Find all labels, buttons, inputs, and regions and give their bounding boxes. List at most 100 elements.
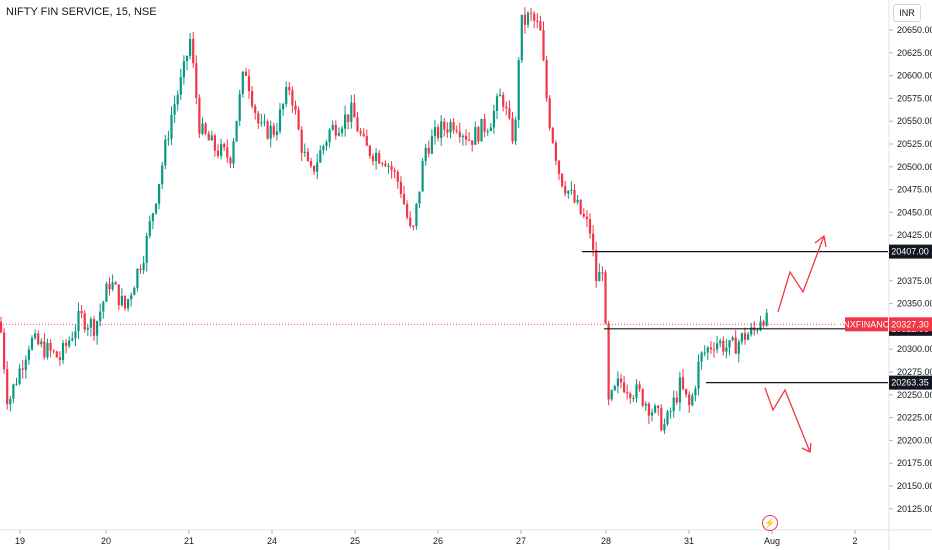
candle-body — [526, 12, 530, 25]
candle-body — [483, 118, 486, 132]
candle-body — [576, 199, 579, 203]
candle-body — [229, 157, 232, 164]
candle-body — [139, 268, 142, 271]
candle-body — [629, 393, 632, 399]
candles — [0, 7, 768, 435]
candle-body — [399, 181, 402, 195]
candle-body — [241, 71, 244, 94]
candle-body — [536, 20, 539, 22]
candle-body — [173, 104, 176, 115]
candle-body — [238, 93, 241, 121]
y-tick-label: 20500.00 — [897, 162, 932, 172]
x-tick-label: 28 — [601, 536, 611, 546]
candle-body — [570, 189, 573, 191]
candle-body — [666, 411, 669, 425]
candle-body — [396, 171, 399, 182]
y-tick-label: 20525.00 — [897, 139, 932, 149]
candle-body — [40, 341, 43, 345]
candle-body — [114, 282, 117, 285]
candle-body — [480, 118, 483, 142]
candle-body — [65, 343, 68, 346]
candle-body — [111, 282, 114, 290]
candle-body — [530, 12, 533, 14]
candle-body — [409, 217, 412, 226]
candle-body — [325, 142, 328, 147]
candle-body — [393, 170, 396, 172]
candle-body — [185, 55, 189, 62]
candle-body — [415, 203, 418, 227]
candle-body — [232, 141, 235, 164]
x-tick-label: 21 — [184, 536, 194, 546]
candle-body — [678, 377, 681, 403]
candle-body — [30, 337, 34, 350]
x-tick-label: 24 — [267, 536, 277, 546]
candle-body — [427, 147, 430, 154]
candle-body — [452, 122, 455, 131]
candle-body — [573, 189, 576, 203]
candle-body — [340, 128, 344, 133]
candle-body — [55, 351, 58, 358]
level-tag — [889, 375, 932, 390]
candle-body — [517, 60, 520, 120]
candle-body — [12, 384, 15, 399]
candle-body — [492, 111, 495, 128]
candle-body — [319, 150, 322, 163]
candle-body — [52, 350, 55, 352]
candle-body — [176, 94, 179, 105]
candle-body — [235, 120, 238, 142]
candle-body — [390, 165, 393, 171]
candle-body — [697, 361, 700, 389]
y-tick-label: 20375.00 — [897, 276, 932, 286]
candle-body — [371, 155, 375, 162]
candle-body — [737, 341, 740, 354]
x-tick-label: 20 — [101, 536, 111, 546]
candle-body — [520, 14, 523, 61]
candle-body — [263, 121, 266, 123]
candle-body — [226, 147, 229, 158]
candle-body — [539, 21, 542, 31]
candle-body — [300, 129, 303, 153]
candle-body — [68, 340, 71, 346]
candle-body — [762, 321, 765, 326]
candle-body — [750, 327, 753, 335]
candle-body — [557, 160, 561, 174]
candle-body — [158, 184, 161, 204]
candle-body — [179, 77, 182, 95]
candle-body — [254, 106, 257, 114]
candle-body — [334, 124, 337, 136]
candle-body — [709, 347, 712, 350]
candle-body — [387, 165, 390, 167]
candle-body — [375, 152, 378, 162]
y-tick-label: 20125.00 — [897, 504, 932, 514]
candle-body — [505, 106, 508, 109]
candle-body — [266, 121, 269, 139]
bullish-path-arrow — [777, 235, 825, 313]
candle-body — [716, 343, 719, 350]
candle-body — [278, 109, 282, 132]
candle-body — [282, 103, 285, 110]
symbol-tag — [845, 317, 888, 332]
candle-body — [458, 131, 461, 137]
candle-body — [461, 135, 464, 137]
bearish-path-arrow — [764, 387, 811, 453]
candle-body — [464, 135, 468, 140]
candle-body — [610, 390, 613, 400]
candle-body — [681, 377, 685, 389]
currency-button[interactable]: INR — [893, 4, 921, 22]
candle-body — [641, 389, 644, 406]
y-tick-label: 20650.00 — [897, 25, 932, 35]
candle-body — [743, 333, 747, 340]
lightning-icon[interactable]: ⚡ — [762, 515, 778, 531]
candle-body — [24, 359, 27, 370]
y-tick-label: 20250.00 — [897, 390, 932, 400]
symbol-title[interactable]: NIFTY FIN SERVICE, 15, NSE — [6, 6, 157, 18]
candle-body — [477, 127, 480, 142]
candle-body — [542, 30, 545, 61]
candle-body — [170, 114, 173, 139]
candle-body — [297, 109, 300, 130]
candle-body — [424, 147, 427, 161]
candle-body — [402, 194, 406, 205]
bullish-arrowhead — [814, 234, 827, 248]
candle-body — [511, 118, 514, 142]
